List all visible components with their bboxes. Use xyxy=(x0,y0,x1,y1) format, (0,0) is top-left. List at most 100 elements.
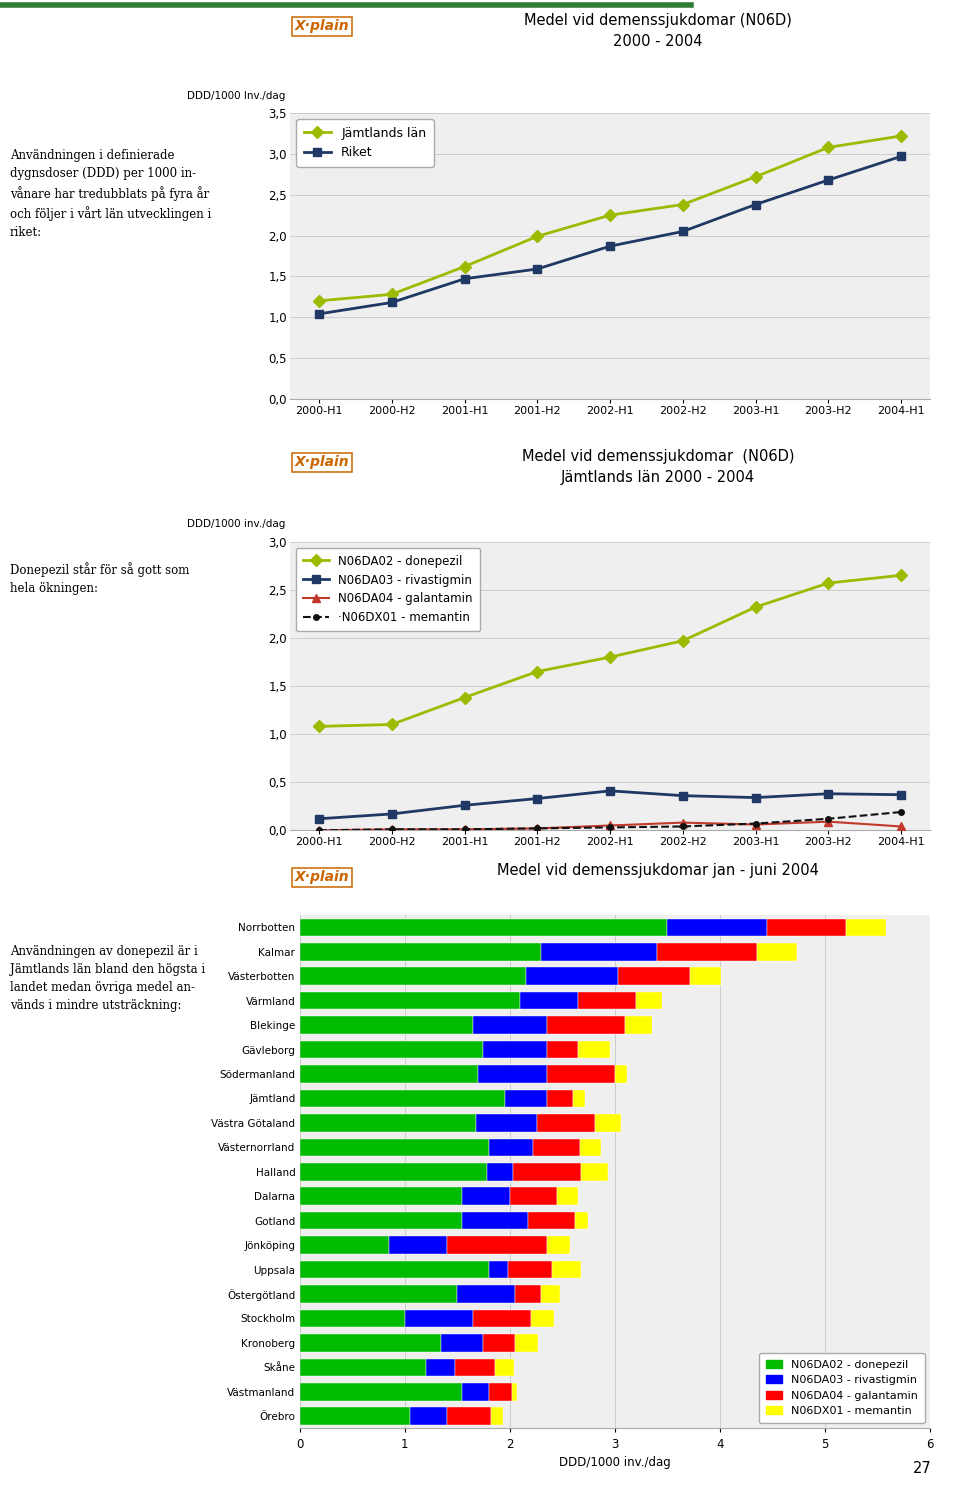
Bar xyxy=(410,1408,446,1426)
Riket xyxy=(386,293,397,311)
Bar xyxy=(300,1040,484,1058)
Riket xyxy=(605,237,616,254)
Line: N06DA04 - galantamin: N06DA04 - galantamin xyxy=(315,817,905,835)
·N06DX01 - memantin xyxy=(750,814,761,832)
N06DA03 - rivastigmin xyxy=(605,781,616,799)
Bar xyxy=(300,1286,457,1303)
Text: DDD/1000 Inv./dag: DDD/1000 Inv./dag xyxy=(187,91,285,101)
N06DA03 - rivastigmin xyxy=(677,787,688,805)
Text: X·plain: X·plain xyxy=(295,870,349,884)
Bar xyxy=(300,1089,505,1107)
Text: 2000 - 2004: 2000 - 2004 xyxy=(613,34,703,49)
Bar xyxy=(667,918,767,936)
Bar xyxy=(446,1408,491,1426)
Bar xyxy=(581,1164,608,1180)
Bar xyxy=(625,1016,652,1034)
Bar xyxy=(505,1089,546,1107)
Bar xyxy=(578,992,636,1009)
Bar xyxy=(300,1309,405,1327)
Line: ·N06DX01 - memantin: ·N06DX01 - memantin xyxy=(316,809,904,833)
Bar xyxy=(300,967,525,985)
Riket xyxy=(823,171,834,189)
Jämtlands län xyxy=(313,292,324,310)
N06DA03 - rivastigmin xyxy=(823,784,834,802)
N06DA02 - donepezil xyxy=(896,567,907,585)
Bar xyxy=(463,1211,528,1229)
Bar xyxy=(846,918,886,936)
Bar xyxy=(473,1309,531,1327)
Line: Jämtlands län: Jämtlands län xyxy=(315,132,905,305)
N06DA04 - galantamin xyxy=(459,820,470,838)
Bar xyxy=(489,1138,533,1156)
Bar xyxy=(510,1187,557,1205)
N06DA04 - galantamin xyxy=(677,814,688,832)
Text: Användningen av donepezil är i
Jämtlands län bland den högsta i
landet medan övr: Användningen av donepezil är i Jämtlands… xyxy=(10,945,204,1012)
Text: DDD/1000 inv./dag: DDD/1000 inv./dag xyxy=(187,519,285,530)
N06DA04 - galantamin xyxy=(750,815,761,833)
Bar xyxy=(573,1089,586,1107)
·N06DX01 - memantin xyxy=(313,821,324,839)
Bar xyxy=(489,1382,512,1400)
Bar xyxy=(546,1089,573,1107)
Jämtlands län xyxy=(386,286,397,304)
Bar xyxy=(300,1065,478,1083)
N06DA03 - rivastigmin xyxy=(386,805,397,823)
Text: Medel vid demenssjukdomar  (N06D): Medel vid demenssjukdomar (N06D) xyxy=(522,449,794,464)
Bar xyxy=(405,1309,473,1327)
Bar xyxy=(300,943,541,961)
Text: 27: 27 xyxy=(912,1461,931,1476)
Bar xyxy=(580,1138,601,1156)
N06DA02 - donepezil xyxy=(532,662,543,680)
Bar xyxy=(300,918,667,936)
Bar xyxy=(552,1260,581,1278)
Text: Medel vid demenssjukdomar (N06D): Medel vid demenssjukdomar (N06D) xyxy=(524,13,792,28)
Bar xyxy=(455,1359,495,1376)
Bar xyxy=(300,1237,389,1254)
Text: Donepezil står för så gott som
hela ökningen:: Donepezil står för så gott som hela ökni… xyxy=(10,562,189,595)
Bar xyxy=(300,992,520,1009)
Line: N06DA02 - donepezil: N06DA02 - donepezil xyxy=(315,571,905,731)
Bar xyxy=(512,1382,517,1400)
Riket xyxy=(459,269,470,287)
N06DA04 - galantamin xyxy=(896,817,907,835)
N06DA02 - donepezil xyxy=(459,689,470,707)
Bar xyxy=(513,1164,581,1180)
Bar xyxy=(557,1187,578,1205)
·N06DX01 - memantin xyxy=(823,809,834,827)
N06DA03 - rivastigmin xyxy=(459,796,470,814)
Bar xyxy=(300,1359,425,1376)
Riket xyxy=(313,305,324,323)
Jämtlands län xyxy=(750,168,761,186)
Text: Medel vid demenssjukdomar jan - juni 2004: Medel vid demenssjukdomar jan - juni 200… xyxy=(497,863,819,878)
Bar xyxy=(636,992,662,1009)
Text: X·plain: X·plain xyxy=(295,455,349,469)
Legend: N06DA02 - donepezil, N06DA03 - rivastigmin, N06DA04 - galantamin, ·N06DX01 - mem: N06DA02 - donepezil, N06DA03 - rivastigm… xyxy=(296,548,480,631)
Bar xyxy=(457,1286,515,1303)
Bar xyxy=(546,1065,614,1083)
Bar xyxy=(595,1115,621,1132)
Bar xyxy=(495,1359,514,1376)
·N06DX01 - memantin xyxy=(677,817,688,835)
Riket xyxy=(532,260,543,278)
Bar xyxy=(484,1335,515,1351)
Bar xyxy=(478,1065,546,1083)
Jämtlands län xyxy=(896,126,907,144)
N06DA02 - donepezil xyxy=(750,598,761,616)
N06DA03 - rivastigmin xyxy=(313,809,324,827)
Bar xyxy=(389,1237,446,1254)
Jämtlands län xyxy=(605,207,616,225)
Bar xyxy=(528,1211,575,1229)
Bar xyxy=(300,1260,489,1278)
Line: N06DA03 - rivastigmin: N06DA03 - rivastigmin xyxy=(315,787,905,823)
Legend: N06DA02 - donepezil, N06DA03 - rivastigmin, N06DA04 - galantamin, N06DX01 - mema: N06DA02 - donepezil, N06DA03 - rivastigm… xyxy=(759,1353,924,1423)
N06DA04 - galantamin xyxy=(605,817,616,835)
Bar xyxy=(300,1164,487,1180)
X-axis label: DDD/1000 inv./dag: DDD/1000 inv./dag xyxy=(559,1457,671,1469)
Bar xyxy=(300,1138,489,1156)
·N06DX01 - memantin xyxy=(386,820,397,838)
Text: X·plain: X·plain xyxy=(295,19,349,33)
Bar xyxy=(463,1382,489,1400)
Bar xyxy=(756,943,797,961)
Bar xyxy=(515,1286,541,1303)
Bar xyxy=(615,1065,628,1083)
